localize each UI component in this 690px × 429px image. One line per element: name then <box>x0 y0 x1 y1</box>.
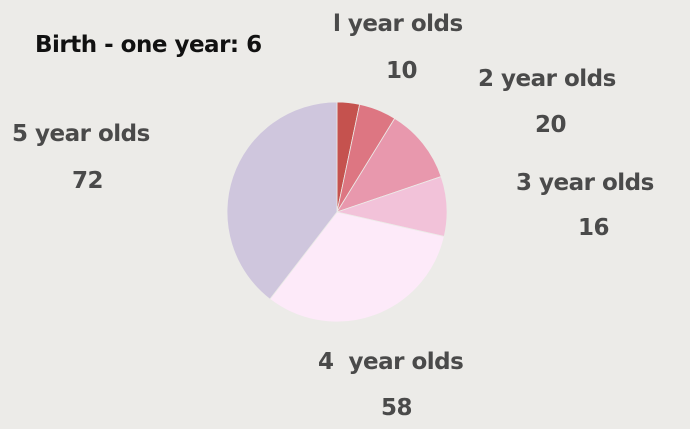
label-3-year-olds: 3 year olds <box>516 170 654 196</box>
pie-slice-2-year-olds <box>336 117 442 213</box>
label-5-year-olds: 5 year olds <box>12 121 150 147</box>
pie-slice-5-year-olds <box>226 101 338 300</box>
value-5-year-olds: 72 <box>72 168 104 194</box>
label-birth-one-year-name: Birth - one year: <box>35 32 239 58</box>
value-4-year-olds: 58 <box>381 395 413 421</box>
label-birth-one-year: Birth - one year: 6 <box>35 31 262 59</box>
value-2-year-olds: 20 <box>535 112 567 138</box>
value-1-year-olds: 10 <box>386 58 418 84</box>
pie-slice-4-year-olds <box>269 211 445 323</box>
label-2-year-olds: 2 year olds <box>478 66 616 92</box>
label-4-year-olds: 4 year olds <box>318 349 464 375</box>
value-3-year-olds: 16 <box>578 215 610 241</box>
label-1-year-olds: l year olds <box>333 11 463 37</box>
label-birth-one-year-value: 6 <box>246 32 262 58</box>
